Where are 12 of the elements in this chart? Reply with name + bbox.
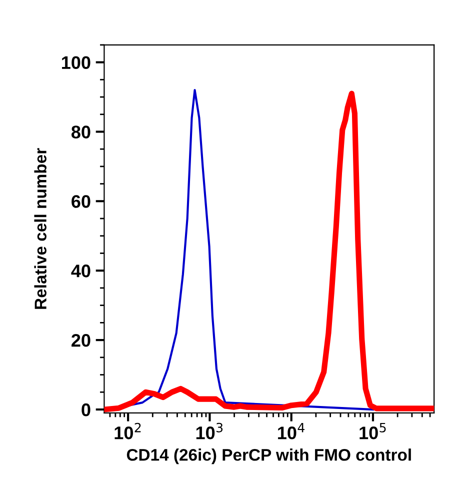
y-tick-label: 20: [72, 334, 90, 347]
x-axis-title: CD14 (26ic) PerCP with FMO control: [126, 448, 411, 464]
y-tick-label: 100: [62, 56, 90, 69]
x-tick-label: 10$^{3}$: [196, 422, 223, 440]
x-tick-label: 10$^{4}$: [278, 422, 304, 440]
y-tick-label: 80: [71, 126, 90, 138]
y-axis-title: Relative cell number: [34, 148, 46, 309]
x-tick-label: 10$^{5}$: [360, 422, 386, 440]
y-tick-label: 0: [82, 403, 90, 416]
y-tick-label: 60: [72, 195, 90, 208]
x-tick-label: 10$^{2}$: [114, 422, 141, 440]
y-tick-label: 40: [71, 264, 90, 278]
